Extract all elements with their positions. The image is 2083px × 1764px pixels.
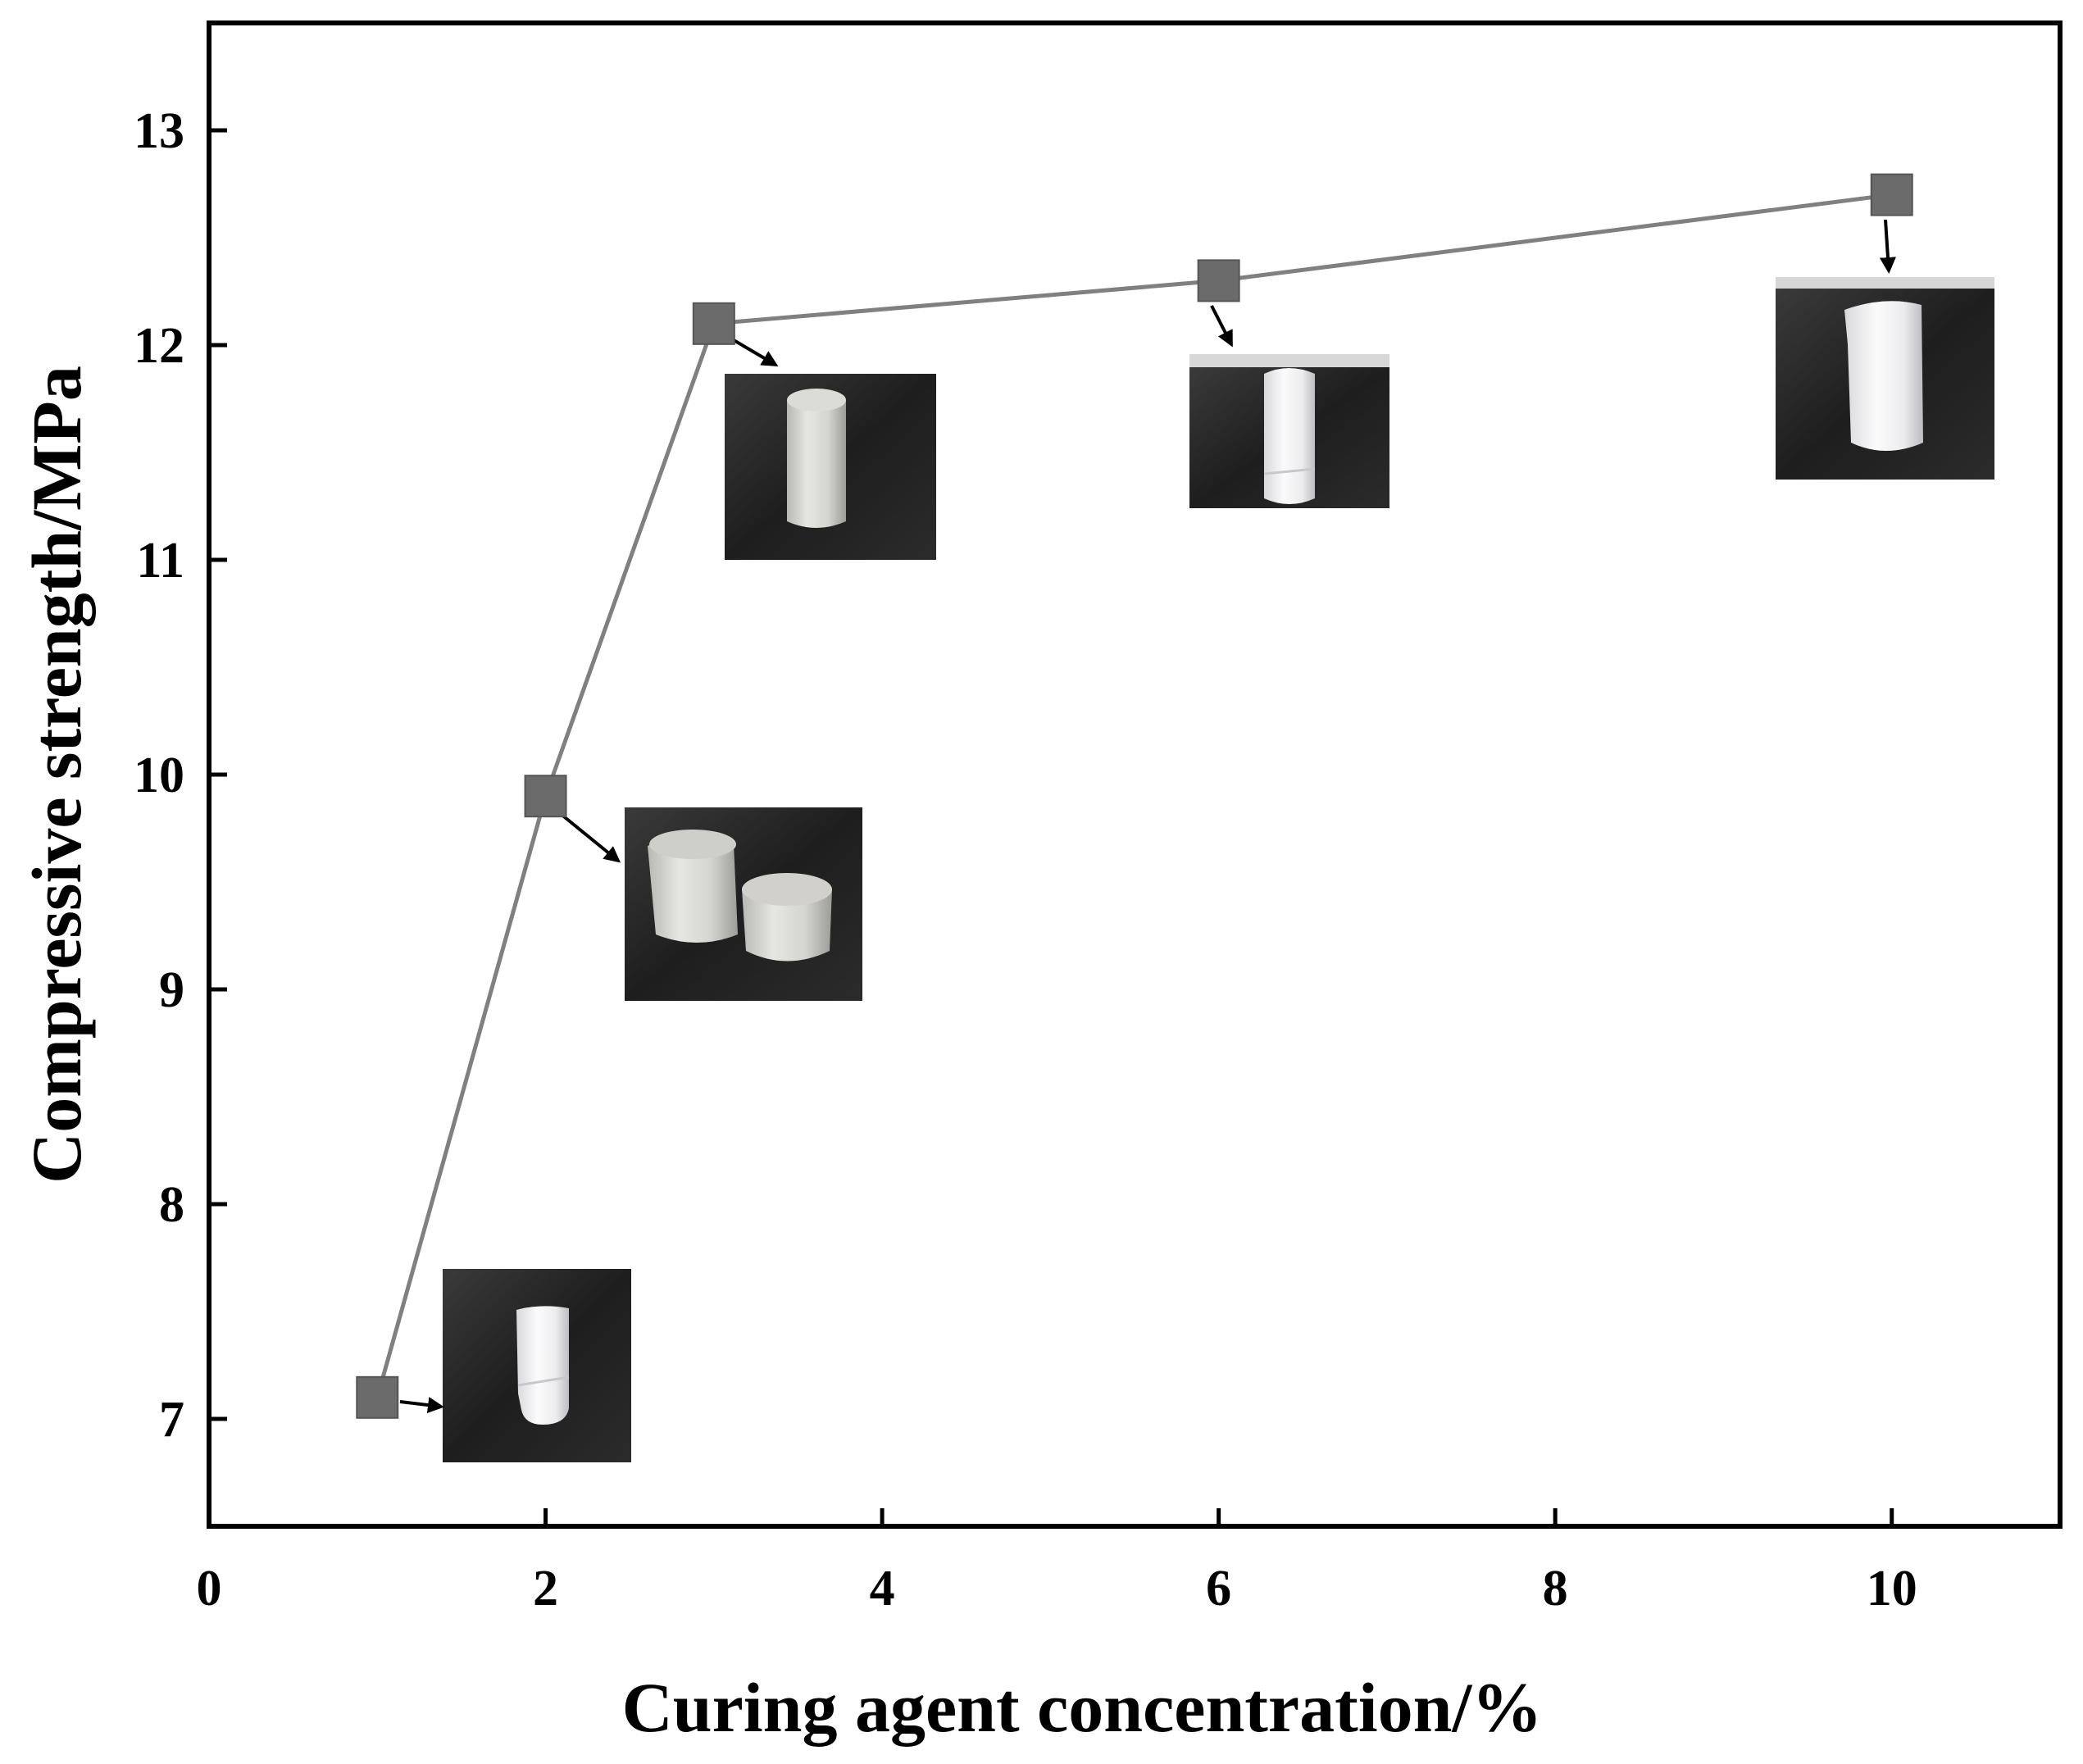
x-tick-label: 4 [870,1561,895,1616]
data-point-marker [524,775,567,818]
series-markers [356,173,1913,1419]
x-tick-label: 6 [1206,1561,1231,1616]
inset-arrows [399,219,1896,1414]
arrow-1pct [399,1397,444,1414]
series-line [375,193,1893,1398]
y-tick-label: 13 [134,103,184,159]
x-axis-ticks: 0 2 4 6 8 10 [197,1508,1917,1616]
x-axis-title: Curing agent concentration/% [622,1668,1543,1747]
y-tick-label: 10 [134,748,184,803]
y-axis-ticks: 7 8 9 10 11 12 13 [134,103,227,1448]
x-tick-label: 8 [1543,1561,1568,1616]
specimen-photo-6pct [1189,354,1389,508]
arrow-3pct [728,336,779,367]
y-tick-label: 9 [159,962,184,1018]
specimen-photo-1pct [443,1269,631,1462]
specimen-photo-2pct [625,807,862,1001]
y-axis-title: Compressive strength/MPa [17,366,96,1184]
arrow-6pct [1210,305,1233,348]
y-tick-label: 12 [134,318,184,374]
arrow-2pct [559,812,621,863]
x-tick-label: 2 [533,1561,558,1616]
data-point-marker [1870,173,1913,216]
y-tick-label: 11 [136,533,184,589]
specimen-photos [443,277,1994,1462]
data-point-marker [692,302,735,345]
x-tick-label: 10 [1867,1561,1917,1616]
specimen-photo-3pct [725,374,936,560]
y-tick-label: 8 [159,1177,184,1233]
specimen-photo-10pct [1776,277,1994,480]
data-point-marker [356,1375,399,1419]
x-tick-label: 0 [197,1561,222,1616]
arrow-10pct [1879,219,1896,274]
y-tick-label: 7 [159,1392,184,1448]
data-point-marker [1197,259,1240,302]
